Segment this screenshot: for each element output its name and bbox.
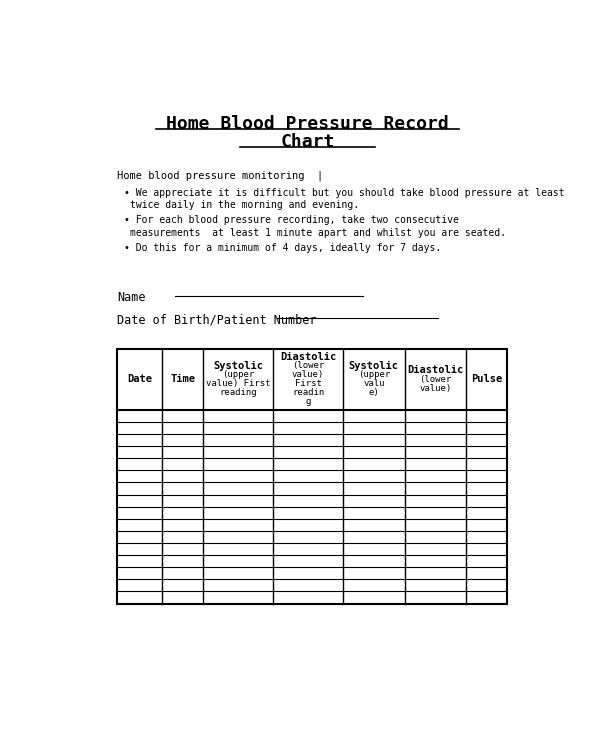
Text: (upper: (upper	[358, 370, 390, 380]
Text: value) First: value) First	[206, 380, 271, 388]
Text: Systolic: Systolic	[213, 361, 263, 371]
Text: • Do this for a minimum of 4 days, ideally for 7 days.: • Do this for a minimum of 4 days, ideal…	[124, 243, 441, 253]
Text: • We appreciate it is difficult but you should take blood pressure at least: • We appreciate it is difficult but you …	[124, 188, 565, 198]
Text: Date: Date	[127, 374, 152, 384]
Text: Diastolic: Diastolic	[407, 365, 464, 375]
Text: reading: reading	[220, 388, 257, 397]
Text: Systolic: Systolic	[349, 361, 399, 371]
Text: Time: Time	[170, 374, 195, 384]
Text: twice daily in the morning and evening.: twice daily in the morning and evening.	[130, 200, 359, 210]
Text: g: g	[305, 397, 311, 407]
Text: Home blood pressure monitoring  |: Home blood pressure monitoring |	[117, 171, 323, 181]
Text: Home Blood Pressure Record: Home Blood Pressure Record	[166, 115, 449, 133]
Text: readin: readin	[292, 388, 324, 397]
Text: (upper: (upper	[222, 370, 254, 380]
Text: Name: Name	[117, 291, 145, 304]
Text: value): value)	[419, 384, 452, 393]
Text: First: First	[295, 380, 322, 388]
Text: Pulse: Pulse	[471, 374, 503, 384]
Text: • For each blood pressure recording, take two consecutive: • For each blood pressure recording, tak…	[124, 215, 459, 225]
Text: valu: valu	[363, 380, 385, 388]
Text: measurements  at least 1 minute apart and whilst you are seated.: measurements at least 1 minute apart and…	[130, 228, 506, 237]
Bar	[117, 349, 508, 604]
Text: (lower: (lower	[419, 374, 452, 384]
Text: (lower: (lower	[292, 361, 324, 370]
Text: Date of Birth/Patient Number: Date of Birth/Patient Number	[117, 314, 316, 326]
Text: value): value)	[292, 370, 324, 380]
Text: Chart: Chart	[280, 133, 335, 151]
Text: Diastolic: Diastolic	[280, 352, 336, 362]
Text: e): e)	[368, 388, 379, 397]
